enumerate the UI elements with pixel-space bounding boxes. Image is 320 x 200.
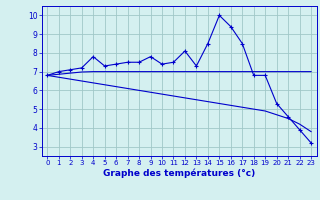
X-axis label: Graphe des températures (°c): Graphe des températures (°c) — [103, 169, 255, 178]
